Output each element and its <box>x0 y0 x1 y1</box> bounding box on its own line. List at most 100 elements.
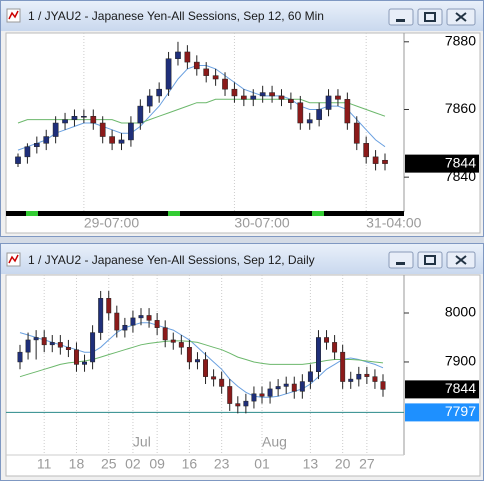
candle-body <box>49 342 55 346</box>
candle-body <box>57 342 63 348</box>
candle-body <box>175 51 181 59</box>
candle-body <box>324 337 330 343</box>
candle-body <box>15 156 21 164</box>
month-label: Jul <box>133 434 151 450</box>
candle-body <box>193 61 200 70</box>
candle-body <box>212 75 219 80</box>
candle-body <box>178 342 184 348</box>
price-label: 7900 <box>445 353 476 369</box>
candle-body <box>43 136 50 144</box>
close-button[interactable] <box>446 8 476 26</box>
chart-area <box>5 274 481 477</box>
candle-body <box>146 315 152 321</box>
candle-body <box>99 122 106 137</box>
moving-average <box>17 98 386 124</box>
moving-average <box>17 65 386 151</box>
price-label: 7880 <box>445 33 476 49</box>
candle-body <box>203 68 210 76</box>
last-price-box <box>405 154 479 173</box>
candle-body <box>194 359 200 363</box>
last-price-label: 7844 <box>445 380 476 396</box>
candle-body <box>90 115 97 124</box>
candle-body <box>364 373 370 377</box>
reference-label: 7797 <box>445 403 476 419</box>
candle-body <box>17 351 23 363</box>
candle-body <box>259 92 266 97</box>
candle-body <box>231 88 238 97</box>
time-label: 30-07:00 <box>234 215 289 231</box>
candle-body <box>335 95 341 100</box>
time-label: 13 <box>303 456 319 472</box>
maximize-button[interactable] <box>417 251 443 269</box>
candle-body <box>356 373 362 380</box>
time-label: 29-07:00 <box>84 215 139 231</box>
time-label: 09 <box>149 456 165 472</box>
candle-body <box>269 92 275 97</box>
candle-body <box>106 298 112 314</box>
candle-body <box>24 146 31 158</box>
candle-body <box>138 315 144 319</box>
candle-body <box>41 337 47 346</box>
candle-body <box>363 143 370 158</box>
time-label: 27 <box>359 456 375 472</box>
candle-body <box>297 102 304 124</box>
candle-body <box>128 122 134 141</box>
candle-body <box>315 337 321 373</box>
time-label: 18 <box>69 456 85 472</box>
candle-body <box>98 298 104 333</box>
time-label: 02 <box>125 456 141 472</box>
candle-body <box>219 378 225 387</box>
time-label: 20 <box>335 456 351 472</box>
candle-body <box>137 105 144 124</box>
candle-body <box>344 99 351 124</box>
month-label: Aug <box>262 434 287 450</box>
candle-body <box>288 99 294 103</box>
candle-body <box>156 88 162 97</box>
time-label: 31-04:00 <box>366 215 421 231</box>
candle-body <box>235 403 241 407</box>
last-price-label: 7844 <box>445 154 476 170</box>
candle-body <box>81 115 87 118</box>
candle-body <box>130 317 136 326</box>
candle-body <box>33 143 40 147</box>
candle-body <box>90 332 96 363</box>
candle-body <box>278 95 285 100</box>
candle-body <box>372 376 378 382</box>
candle-body <box>65 347 71 350</box>
candle-body <box>241 95 247 100</box>
maximize-button[interactable] <box>417 8 443 26</box>
price-label: 8000 <box>445 304 476 320</box>
window-icon <box>6 252 21 267</box>
candle-body <box>73 349 79 365</box>
candle-body <box>382 159 388 164</box>
candle-body <box>372 156 379 164</box>
candle-body <box>306 119 313 124</box>
candle-body <box>348 378 354 382</box>
candle-body <box>275 386 281 390</box>
candle-body <box>162 327 168 341</box>
candle-body <box>109 136 115 144</box>
candle-body <box>25 339 31 353</box>
candle-body <box>122 324 128 331</box>
candle-body <box>33 337 39 341</box>
window-icon <box>6 8 21 23</box>
window-title: 1 / JYAU2 - Japanese Yen-All Sessions, S… <box>28 253 315 267</box>
candle-body <box>62 119 68 124</box>
candle-body <box>165 58 172 90</box>
candle-body <box>146 95 153 107</box>
candle-body <box>307 371 313 382</box>
candle-body <box>186 347 192 363</box>
time-label: 01 <box>254 456 270 472</box>
minimize-button[interactable] <box>388 251 414 269</box>
candle-body <box>52 122 59 137</box>
candle-body <box>332 342 338 353</box>
candle-body <box>250 95 257 100</box>
candle-body <box>211 376 217 380</box>
candle-body <box>203 359 209 377</box>
candle-body <box>170 339 176 343</box>
minimize-button[interactable] <box>388 8 414 26</box>
close-button[interactable] <box>446 251 476 269</box>
candle-body <box>283 383 289 387</box>
